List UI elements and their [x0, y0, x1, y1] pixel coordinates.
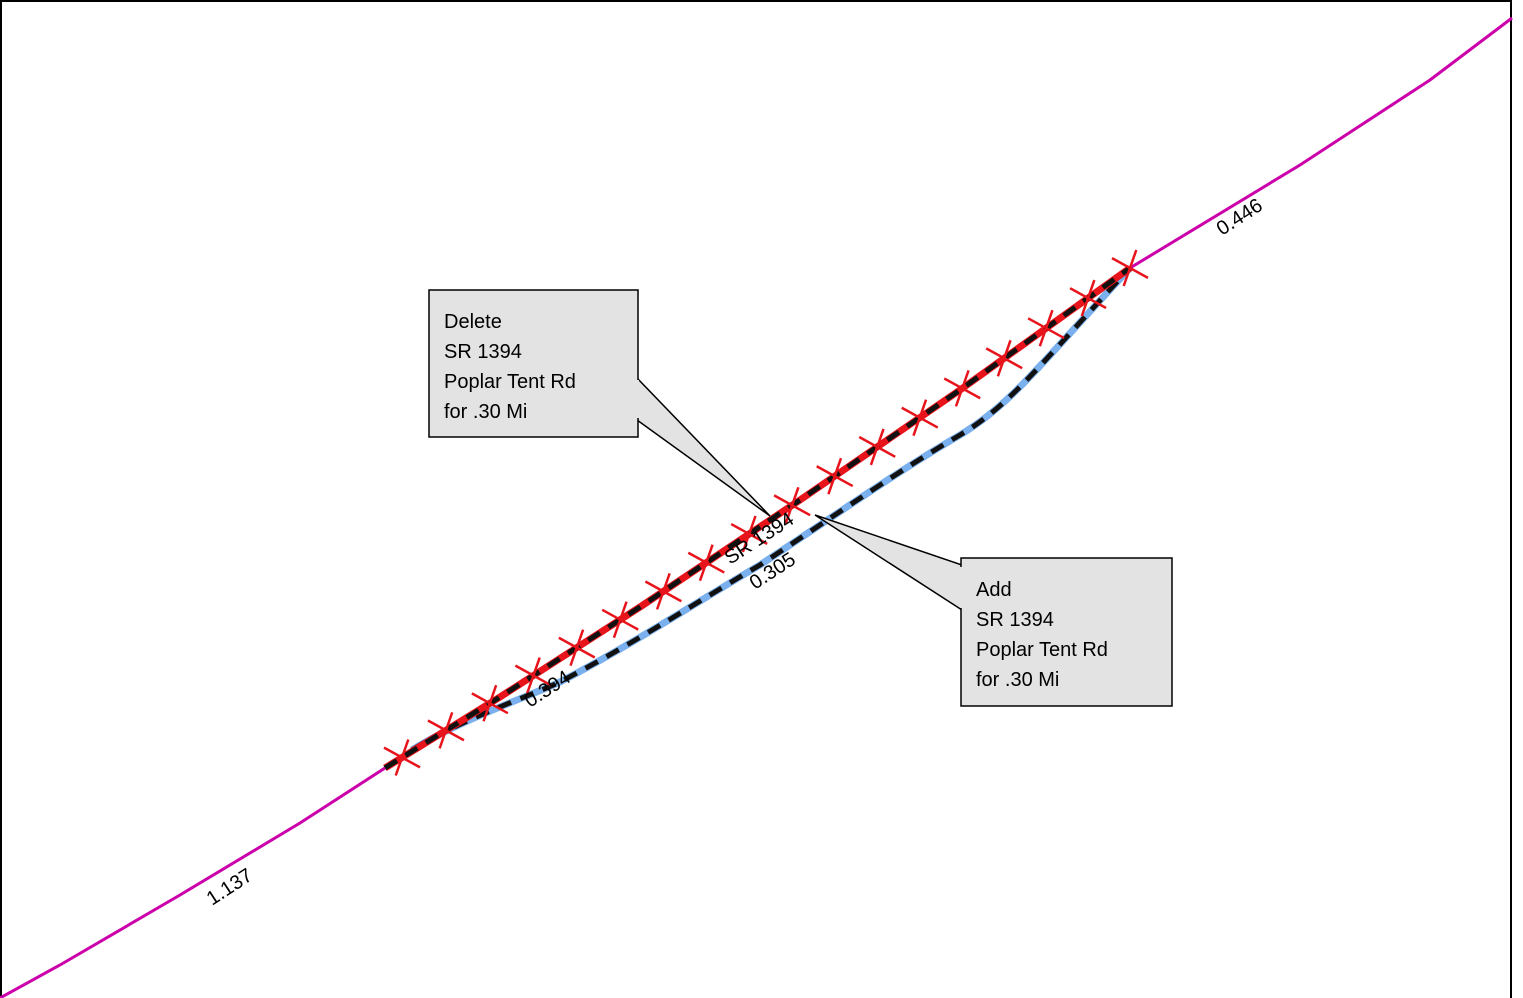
deletion-x-marker: [858, 428, 896, 466]
delete-callout-line-1: Delete: [444, 311, 502, 333]
deletion-x-marker: [644, 572, 682, 610]
delete-callout-seam: [636, 380, 639, 418]
deletion-x-marker: [730, 515, 768, 553]
deletion-x-marker: [985, 339, 1023, 377]
route-line-northeast: [1129, 16, 1513, 270]
deleted-segment-dashes: [383, 265, 1132, 771]
deletion-x-marker: [816, 457, 854, 495]
add-callout-line-1: Add: [976, 579, 1012, 601]
deletion-x-marker: [1027, 309, 1065, 347]
delete-callout-box: [428, 289, 639, 438]
deletion-x-marker: [383, 739, 421, 776]
deletion-x-marker: [773, 486, 811, 524]
add-callout-line-3: Poplar Tent Rd: [976, 639, 1108, 661]
delete-callout-line-3: Poplar Tent Rd: [444, 371, 576, 393]
deletion-x-marker: [558, 629, 596, 667]
deletion-x-marker: [687, 544, 725, 582]
delete-callout-line-4: for .30 Mi: [444, 401, 527, 423]
deletion-x-marker: [601, 601, 639, 639]
add-callout-line-2: SR 1394: [976, 609, 1054, 631]
deletion-x-marker: [943, 369, 981, 407]
delete-callout-line-2: SR 1394: [444, 341, 522, 363]
deletion-x-marker: [514, 657, 552, 694]
add-callout-line-4: for .30 Mi: [976, 669, 1059, 691]
deletion-x-marker: [1069, 279, 1107, 317]
deletion-x-marker: [901, 399, 939, 437]
add-callout-seam: [960, 567, 963, 608]
delete-callout: Delete SR 1394 Poplar Tent Rd for .30 Mi: [428, 289, 639, 438]
deletion-x-marker: [471, 684, 509, 722]
add-callout-box: [960, 557, 1173, 707]
deletion-x-marker: [427, 711, 465, 749]
deletion-markers: [383, 249, 1149, 776]
add-callout: Add SR 1394 Poplar Tent Rd for .30 Mi: [960, 557, 1173, 707]
route-line-southwest: [0, 766, 386, 998]
deletion-x-marker: [1111, 249, 1149, 287]
added-segment-line: [410, 265, 1133, 753]
